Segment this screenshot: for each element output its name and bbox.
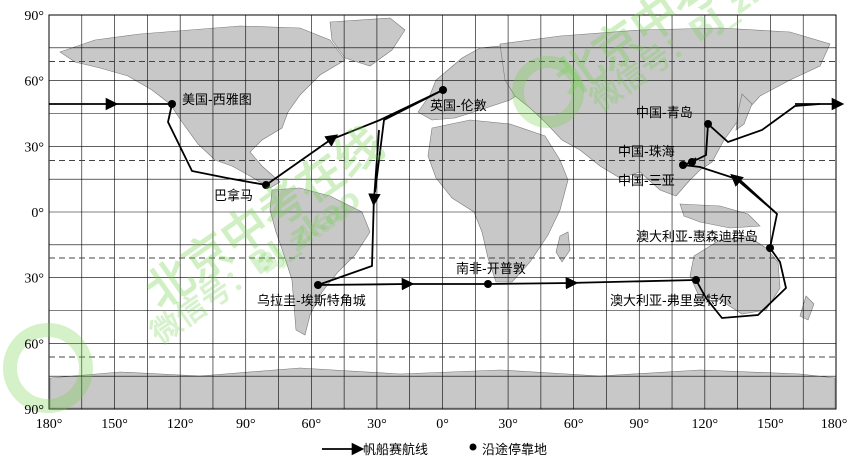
lon-tick-label: 60° [564, 417, 584, 432]
lon-tick-label: 90° [629, 417, 649, 432]
stop-dot-qingdao [704, 120, 712, 128]
special-parallels [49, 61, 836, 358]
label-punta-del-este: 乌拉圭-埃斯特角城 [257, 293, 366, 309]
sailing-route [49, 89, 845, 319]
route-seg [682, 164, 778, 249]
madagascar [555, 231, 571, 263]
lon-tick-label: 180° [36, 417, 63, 432]
watermark-logo-right [512, 56, 584, 128]
route-seg [691, 123, 709, 163]
stop-dot-panama [262, 181, 270, 189]
lon-tick-label: 90° [236, 417, 256, 432]
label-zhuhai: 中国-珠海 [618, 145, 675, 160]
lon-tick-label: 0° [436, 417, 449, 432]
label-sanya: 中国-三亚 [618, 174, 675, 189]
lon-tick-label: 30° [498, 417, 518, 432]
indonesia [679, 203, 761, 229]
lat-tick-label: 30° [24, 140, 44, 155]
lat-tick-label: 60° [24, 75, 44, 90]
stop-dot-fremantle [692, 276, 700, 284]
lon-tick-label: 30° [367, 417, 387, 432]
stop-dot-sanya [679, 161, 687, 169]
stop-dot-zhuhai [688, 158, 696, 166]
route-seg [317, 194, 375, 286]
land-masses [49, 17, 836, 409]
asia [499, 27, 831, 197]
lat-tick-label: 0° [31, 206, 44, 221]
lon-tick-label: 180° [821, 417, 848, 432]
legend-stop-label: 沿途停靠地 [482, 442, 547, 458]
stop-dot-whitsunday [766, 244, 774, 252]
graticule [48, 14, 837, 410]
legend-route-label: 帆船赛航线 [363, 442, 428, 458]
lon-tick-label: 120° [167, 417, 194, 432]
lat-tick-label: 60° [24, 337, 44, 352]
label-london: 英国-伦敦 [430, 98, 487, 114]
route-seg [374, 89, 444, 193]
lat-tick-label: 30° [24, 272, 44, 287]
lon-tick-label: 120° [692, 417, 719, 432]
stop-dot-cape-town [484, 280, 492, 288]
route-arrow-seg [317, 277, 415, 291]
stop-labels: 美国-西雅图 巴拿马 英国-伦敦 乌拉圭-埃斯特角城 南非-开普敦 澳大利亚-弗… [182, 93, 758, 309]
route-seg [707, 103, 821, 144]
lon-tick-label: 150° [101, 417, 128, 432]
lat-tick-label: 90° [24, 9, 44, 24]
label-seattle: 美国-西雅图 [182, 93, 252, 108]
longitude-labels: 180° 150° 120° 90° 60° 30° 0° 30° 60° 90° 120° 150°… [36, 417, 848, 432]
lon-tick-label: 60° [302, 417, 322, 432]
legend-stop-dot [469, 443, 477, 451]
stop-points [168, 86, 774, 289]
lon-tick-label: 150° [757, 417, 784, 432]
route-arrow-seg [368, 129, 381, 207]
label-fremantle: 澳大利亚-弗里曼特尔 [610, 293, 732, 309]
stop-dot-london [439, 86, 447, 94]
route-seg [167, 103, 267, 186]
route-seg [567, 279, 697, 284]
label-qingdao: 中国-青岛 [636, 105, 693, 121]
watermark-logo-left [3, 323, 93, 413]
route-arrow-seg [265, 134, 339, 186]
label-panama: 巴拿马 [214, 188, 253, 204]
label-cape-town: 南非-开普敦 [456, 261, 526, 277]
label-whitsunday: 澳大利亚-惠森迪群岛 [636, 229, 758, 245]
australia [689, 235, 781, 315]
route-arrow-seg [487, 276, 579, 290]
stop-dot-punta-del-este [314, 281, 322, 289]
north-america [59, 25, 346, 189]
greenland [329, 17, 406, 67]
stop-dot-seattle [168, 100, 176, 108]
lat-tick-label: 90° [24, 403, 44, 418]
legend: 帆船赛航线 沿途停靠地 [322, 442, 547, 458]
route-seg [695, 247, 787, 319]
japan [735, 93, 753, 131]
latitude-labels: 90° 60° 30° 0° 30° 60° 90° [24, 9, 44, 418]
south-america [269, 187, 371, 336]
